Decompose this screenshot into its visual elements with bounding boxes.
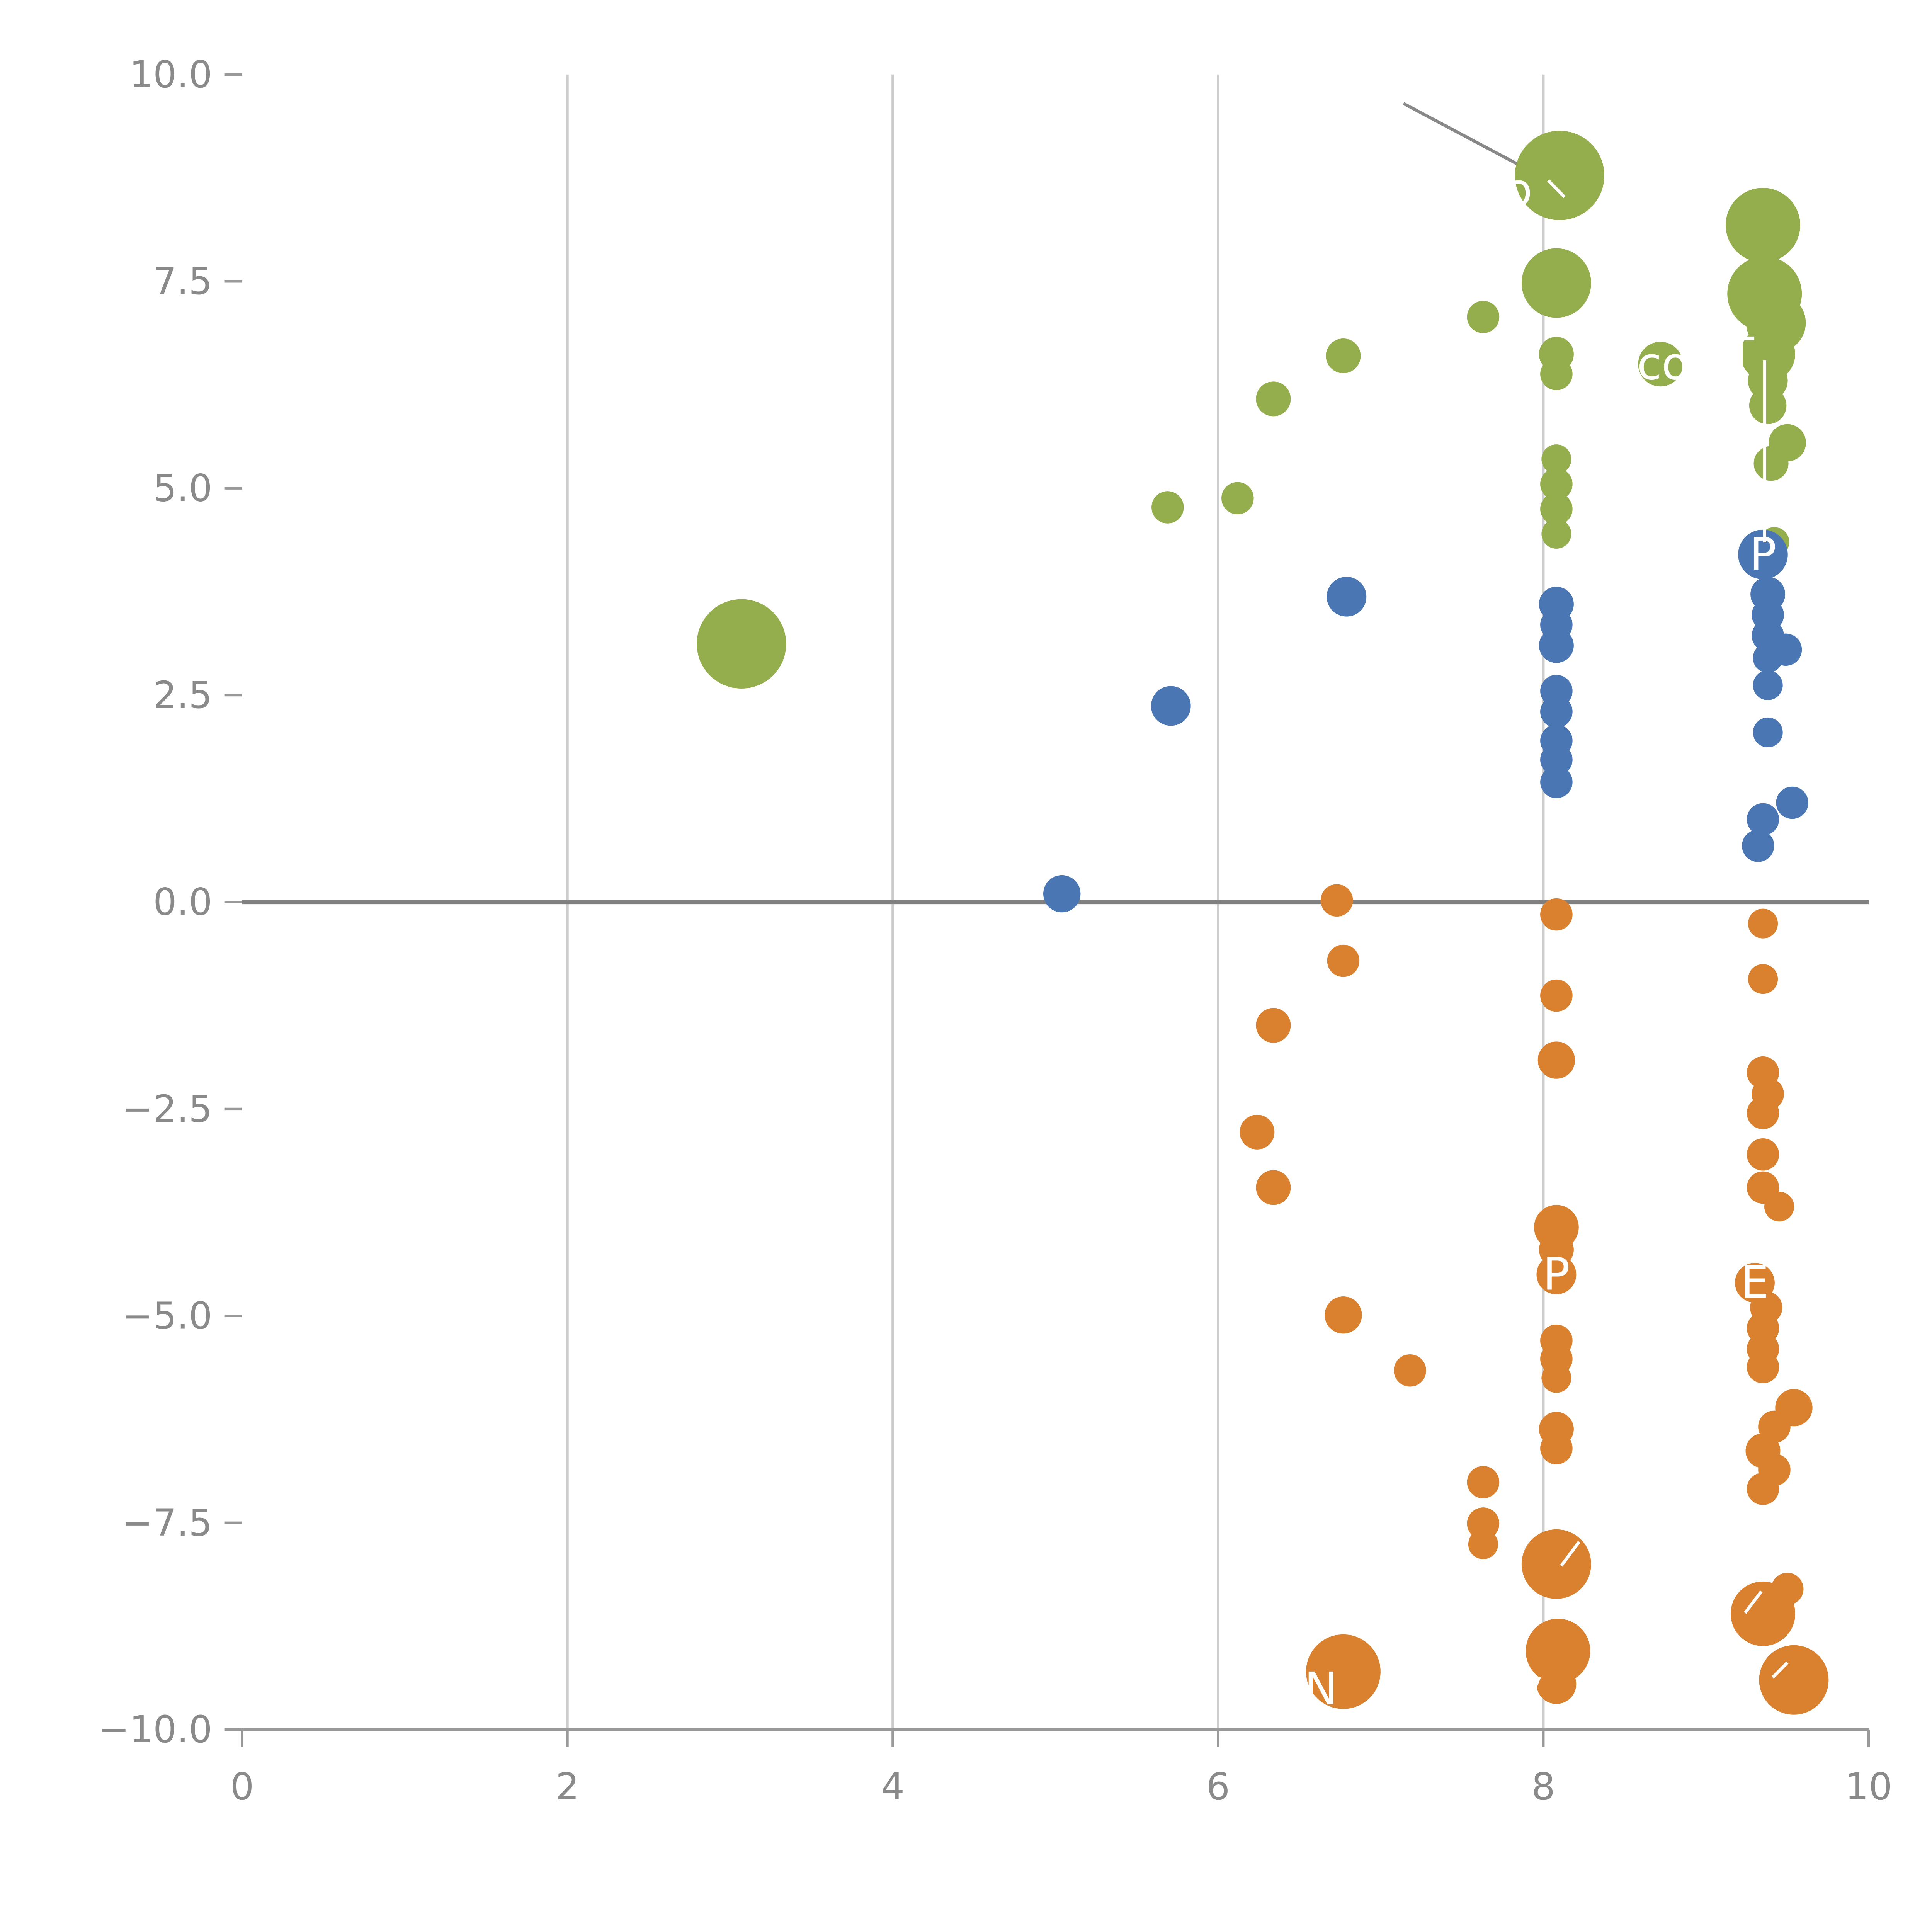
scatter-point-green: [1726, 188, 1800, 262]
scatter-point-orange: [1240, 1114, 1275, 1150]
y-tick-label: −7.5: [122, 1501, 212, 1544]
y-tick-label: 10.0: [129, 53, 213, 96]
scatter-point-orange: [1256, 1008, 1291, 1043]
scatter-point-blue: [1753, 717, 1783, 748]
scatter-point-blue: [1540, 766, 1573, 798]
scatter-point-orange: [1748, 908, 1778, 939]
scatter-point-blue: [1327, 577, 1367, 617]
scatter-point-orange: [1748, 964, 1778, 994]
scatter-point-orange: [1540, 1432, 1573, 1464]
scatter-point-green: [1256, 381, 1291, 417]
scatter-point-orange: [1540, 898, 1573, 931]
bubble-label: o: [1505, 165, 1532, 216]
scatter-point-orange: [1747, 1097, 1779, 1129]
scatter-point-orange: [1468, 1529, 1498, 1560]
scatter-point-orange: [1536, 1664, 1577, 1704]
scatter-point-orange: [1467, 1507, 1500, 1540]
scatter-point-green: [1151, 491, 1184, 524]
x-tick-label: 10: [1845, 1765, 1893, 1808]
bubble-label: P: [1543, 1248, 1570, 1300]
scatter-point-green: [1638, 342, 1683, 387]
scatter-point-orange: [1256, 1170, 1291, 1205]
scatter-point-green: [1540, 468, 1573, 500]
scatter-point-green: [1515, 131, 1604, 220]
scatter-point-blue: [1540, 696, 1573, 728]
scatter-point-green: [697, 599, 786, 689]
y-tick-label: 2.5: [153, 673, 212, 717]
scatter-point-orange: [1540, 979, 1573, 1012]
bubble-white-line: [1547, 179, 1566, 198]
scatter-point-blue: [1151, 686, 1191, 726]
scatter-point-green: [1749, 387, 1787, 424]
bubble-label: N: [1304, 1663, 1338, 1715]
scatter-point-orange: [1730, 1581, 1796, 1646]
scatter-point-blue: [1540, 743, 1573, 776]
scatter-point-blue: [1753, 670, 1783, 700]
y-tick-label: 7.5: [153, 260, 212, 303]
scatter-point-green: [1541, 519, 1571, 549]
scatter-point-blue: [1747, 803, 1779, 836]
scatter-point-green: [1540, 358, 1573, 390]
scatter-point-green: [1753, 446, 1789, 481]
bubble-label: P: [1750, 529, 1777, 580]
scatter-point-orange: [1541, 1363, 1571, 1393]
scatter-point-orange: [1747, 1138, 1779, 1171]
bubble-label: y: [1516, 1661, 1542, 1713]
scatter-point-orange: [1747, 1473, 1779, 1505]
y-tick-label: −5.0: [122, 1294, 212, 1337]
x-tick-label: 4: [881, 1765, 905, 1808]
y-tick-label: −2.5: [122, 1087, 212, 1131]
scatter-point-green: [1221, 482, 1254, 515]
scatter-point-orange: [1320, 884, 1353, 917]
scatter-point-orange: [1759, 1645, 1829, 1715]
scatter-point-green: [1467, 301, 1500, 333]
scatter-point-green: [1541, 444, 1571, 474]
scatter-point-blue: [1043, 875, 1081, 913]
bubble-white-line: [1560, 1541, 1581, 1567]
scatter-point-orange: [1764, 1192, 1794, 1222]
bubble-white-line: [1771, 1661, 1789, 1679]
y-tick-label: −10.0: [98, 1708, 212, 1751]
x-tick-label: 6: [1206, 1765, 1230, 1808]
scatter-point-orange: [1537, 1041, 1575, 1079]
bubble-white-line: [1743, 1590, 1763, 1614]
bubble-label: co: [1637, 338, 1689, 390]
scatter-point-orange: [1467, 1466, 1500, 1498]
scatter-point-blue: [1753, 643, 1783, 673]
x-tick-label: 8: [1532, 1765, 1555, 1808]
scatter-point-orange: [1526, 1619, 1590, 1684]
scatter-point-orange: [1536, 1254, 1577, 1294]
scatter-point-green: [1540, 493, 1573, 525]
scatter-point-orange: [1394, 1354, 1426, 1387]
scatter-point-orange: [1327, 944, 1360, 977]
bubble-label: T: [1726, 328, 1754, 380]
x-tick-label: 0: [230, 1765, 254, 1808]
y-tick-label: 5.0: [153, 467, 212, 510]
scatter-point-orange: [1521, 1529, 1591, 1599]
scatter-point-blue: [1742, 830, 1774, 862]
scatter-point-blue: [1738, 529, 1788, 580]
bubble-label: E: [1741, 1257, 1769, 1309]
scatter-point-orange: [1747, 1351, 1779, 1383]
y-tick-label: 0.0: [153, 881, 212, 924]
scatter-point-orange: [1306, 1634, 1381, 1709]
scatter-point-orange: [1325, 1296, 1362, 1334]
scatter-point-green: [1521, 248, 1591, 318]
scatter-point-blue: [1776, 786, 1809, 819]
x-tick-label: 2: [556, 1765, 579, 1808]
scatter-point-blue: [1539, 628, 1574, 663]
scatter-point-green: [1326, 338, 1361, 373]
